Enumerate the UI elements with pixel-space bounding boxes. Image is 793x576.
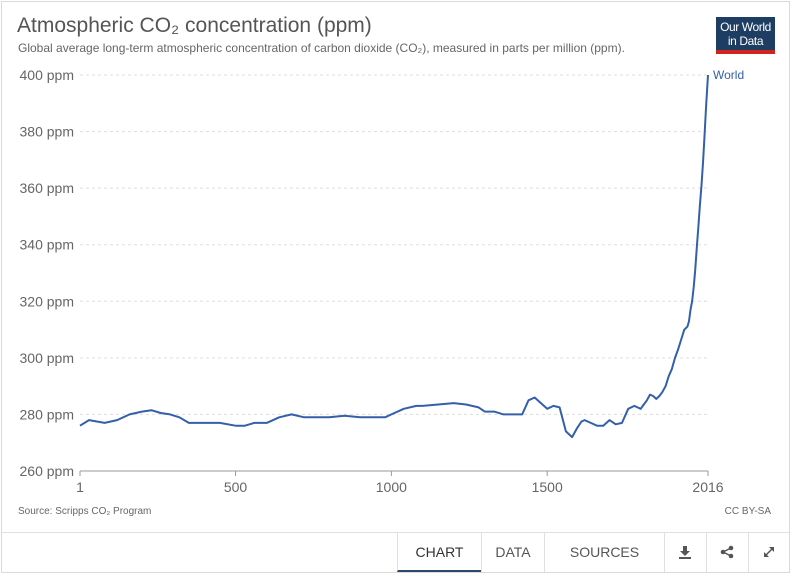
logo-line-1: Our World xyxy=(720,20,771,34)
y-tick-label: 320 ppm xyxy=(20,293,74,309)
tab-sources[interactable]: SOURCES xyxy=(544,533,664,572)
download-icon xyxy=(679,546,691,559)
logo-line-2: in Data xyxy=(727,34,764,48)
x-tick-label: 500 xyxy=(224,479,248,495)
y-tick-label: 280 ppm xyxy=(20,406,74,422)
y-tick-label: 340 ppm xyxy=(20,237,74,253)
x-tick-label: 1500 xyxy=(532,479,563,495)
expand-icon xyxy=(764,547,774,557)
x-tick-label: 1000 xyxy=(376,479,407,495)
axis-labels: 260 ppm 280 ppm 300 ppm 320 ppm 340 ppm 360 p… xyxy=(20,67,724,495)
y-tick-label: 300 ppm xyxy=(20,350,74,366)
series-layer: World xyxy=(79,68,744,439)
source-note: Source: Scripps CO₂ Program xyxy=(18,506,152,517)
series-label-world[interactable]: World xyxy=(713,68,744,82)
share-icon xyxy=(720,545,734,559)
tab-data[interactable]: DATA xyxy=(481,533,544,572)
expand-button[interactable] xyxy=(748,533,790,572)
download-button[interactable] xyxy=(664,533,706,572)
tab-chart[interactable]: CHART xyxy=(397,533,481,572)
line-chart: 260 ppm 280 ppm 300 ppm 320 ppm 340 ppm 360 p… xyxy=(20,67,745,495)
series-line-world[interactable] xyxy=(79,74,709,439)
x-tick-label: 1 xyxy=(76,479,84,495)
license-note[interactable]: CC BY-SA xyxy=(724,506,771,517)
grid-lines xyxy=(79,74,709,476)
chart-title: Atmospheric CO₂ concentration (ppm) xyxy=(17,14,372,37)
owid-logo[interactable]: Our World in Data xyxy=(716,17,775,54)
footer-controls: CHART DATA SOURCES xyxy=(2,532,789,572)
share-button[interactable] xyxy=(706,533,748,572)
y-tick-label: 380 ppm xyxy=(20,124,74,140)
y-tick-label: 400 ppm xyxy=(20,67,74,83)
y-tick-label: 260 ppm xyxy=(20,463,74,479)
chart-subtitle: Global average long-term atmospheric con… xyxy=(18,41,625,55)
x-tick-label: 2016 xyxy=(692,479,723,495)
y-tick-label: 360 ppm xyxy=(20,180,74,196)
